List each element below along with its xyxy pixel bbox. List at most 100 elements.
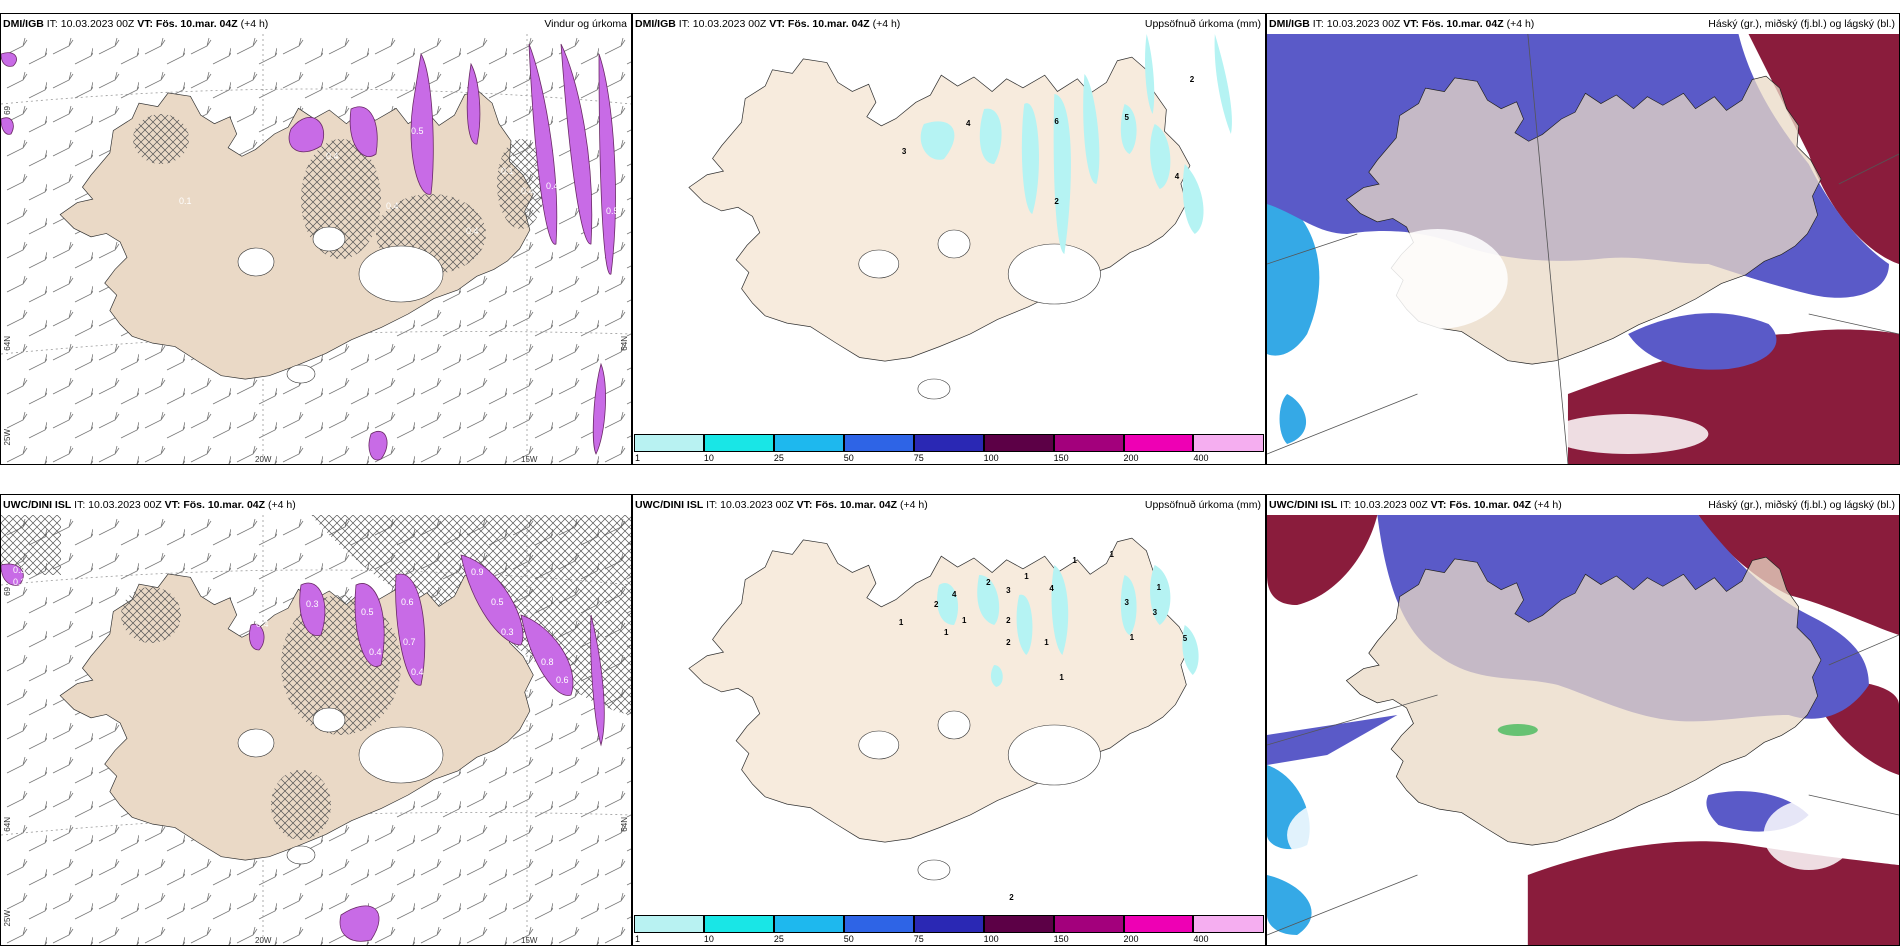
model-name: DMI/IGB — [3, 18, 44, 30]
lead-time: (+4 h) — [267, 499, 296, 511]
map-accum-precip: 3 4 6 5 2 2 4 — [633, 34, 1265, 434]
legend-swatch — [1053, 434, 1124, 452]
legend-tick: 150 — [1053, 453, 1069, 463]
valid-time: VT: Fös. 10.mar. 04Z — [796, 499, 898, 511]
legend-tick: 1 — [635, 453, 641, 463]
accum-label: 3 — [902, 147, 907, 156]
lead-time: (+4 h) — [872, 18, 901, 30]
precip-label: 0.2 — [13, 577, 26, 587]
accum-label: 4 — [1049, 584, 1054, 593]
legend-tick: 50 — [843, 453, 854, 463]
legend-swatch — [983, 915, 1054, 933]
model-name: DMI/IGB — [1269, 18, 1310, 30]
legend-tick: 10 — [703, 453, 714, 463]
panel-header: UWC/DINI ISL IT: 10.03.2023 00Z VT: Fös.… — [1, 495, 631, 515]
glacier-areas — [858, 710, 1101, 881]
glacier-areas — [1367, 229, 1709, 454]
precip-label: 0.6 — [401, 597, 414, 607]
lead-time: (+4 h) — [240, 18, 269, 30]
precip-label: 0.1 — [179, 196, 192, 206]
accum-label: 4 — [1175, 172, 1180, 181]
precip-label: 0.7 — [403, 637, 416, 647]
valid-time: VT: Fös. 10.mar. 04Z — [769, 18, 870, 30]
legend-tick: 25 — [773, 934, 784, 944]
accum-label: 3 — [1006, 586, 1011, 595]
precip-labels: 0.1 0.4 0.5 0.4 0.1 0.4 0.4 0.5 0.4 — [179, 126, 619, 236]
precip-label: 0.4 — [411, 667, 424, 677]
accum-label: 1 — [1072, 556, 1077, 565]
valid-time: VT: Fös. 10.mar. 04Z — [137, 18, 238, 30]
panel-header: UWC/DINI ISL IT: 10.03.2023 00Z VT: Fös.… — [1267, 495, 1899, 515]
panel-header: DMI/IGB IT: 10.03.2023 00Z VT: Fös. 10.m… — [1, 14, 631, 34]
precip-label: 0.8 — [541, 657, 554, 667]
lat-label-64n-left: 64N — [3, 336, 12, 351]
glacier-areas — [1287, 795, 1854, 875]
accum-label: 3 — [1153, 608, 1158, 617]
precip-label: 0.4 — [326, 151, 339, 161]
precip-label: 0.5 — [361, 607, 374, 617]
precip-label: 0.9 — [471, 567, 484, 577]
precip-bands — [1, 43, 616, 461]
legend-swatch — [913, 915, 984, 933]
precip-label: 0.4 — [369, 647, 382, 657]
model-name: DMI/IGB — [635, 18, 676, 30]
lat-label-64n-left: 64N — [3, 817, 12, 832]
precip-label: 0.5 — [491, 597, 504, 607]
panel-title: Háský (gr.), miðský (fj.bl.) og lágský (… — [1708, 18, 1895, 30]
legend-swatch — [1193, 434, 1264, 452]
accum-labels: 3 4 6 5 2 2 4 — [902, 75, 1195, 206]
lead-time: (+4 h) — [899, 499, 928, 511]
precip-label: 0.4 — [256, 619, 269, 629]
accum-label: 2 — [1190, 75, 1195, 84]
legend-tick: 200 — [1123, 934, 1139, 944]
fog-areas — [1497, 724, 1538, 736]
mid-cloud-areas — [1267, 194, 1320, 444]
precip-label: 0.5 — [606, 206, 619, 216]
legend-tick: 75 — [913, 934, 924, 944]
valid-time: VT: Fös. 10.mar. 04Z — [1430, 499, 1532, 511]
legend-swatch — [634, 434, 704, 452]
precip-label: 0.3 — [13, 565, 26, 575]
accum-label: 2 — [986, 578, 991, 587]
legend-swatch — [913, 434, 984, 452]
model-name: UWC/DINI ISL — [635, 499, 704, 511]
panel-header: DMI/IGB IT: 10.03.2023 00Z VT: Fös. 10.m… — [633, 14, 1265, 34]
model-name: UWC/DINI ISL — [1269, 499, 1338, 511]
legend-tick: 200 — [1123, 453, 1139, 463]
map-clouds — [1267, 515, 1899, 945]
panel-header: UWC/DINI ISL IT: 10.03.2023 00Z VT: Fös.… — [633, 495, 1265, 515]
init-time: IT: 10.03.2023 00Z — [678, 18, 767, 30]
lat-label-69: 69 — [3, 587, 12, 596]
panel-title: Uppsöfnuð úrkoma (mm) — [1144, 499, 1261, 511]
lead-time: (+4 h) — [1506, 18, 1535, 30]
glacier-areas — [237, 226, 444, 384]
precip-legend: 1 10 25 50 75 100 150 200 400 — [634, 915, 1264, 945]
legend-swatch — [1053, 915, 1124, 933]
accum-label: 1 — [1024, 572, 1029, 581]
legend-swatch — [1193, 915, 1264, 933]
init-time: IT: 10.03.2023 00Z — [46, 18, 135, 30]
init-time: IT: 10.03.2023 00Z — [1340, 499, 1428, 511]
accum-label: 3 — [1125, 598, 1130, 607]
accum-areas — [920, 34, 1232, 254]
init-time: IT: 10.03.2023 00Z — [1312, 18, 1401, 30]
accum-label: 1 — [944, 628, 949, 637]
legend-tick: 100 — [983, 453, 999, 463]
accum-label: 1 — [1059, 673, 1064, 682]
legend-swatch — [703, 434, 774, 452]
precip-label: 0.4 — [386, 201, 399, 211]
iceland-landmass — [688, 56, 1191, 362]
panel-title: Háský (gr.), miðský (fj.bl.) og lágský (… — [1708, 499, 1895, 511]
accum-label: 1 — [962, 616, 967, 625]
lat-label-64n-right: 64N — [620, 336, 629, 351]
accum-label: 1 — [1044, 638, 1049, 647]
grid-lines — [1267, 634, 1899, 936]
accum-label: 2 — [1054, 197, 1059, 206]
glacier-areas — [237, 707, 444, 865]
init-time: IT: 10.03.2023 00Z — [706, 499, 794, 511]
legend-tick: 150 — [1053, 934, 1069, 944]
legend-tick: 10 — [703, 934, 714, 944]
accum-label: 2 — [1009, 893, 1014, 902]
valid-time: VT: Fös. 10.mar. 04Z — [164, 499, 266, 511]
legend-swatch — [1123, 434, 1194, 452]
